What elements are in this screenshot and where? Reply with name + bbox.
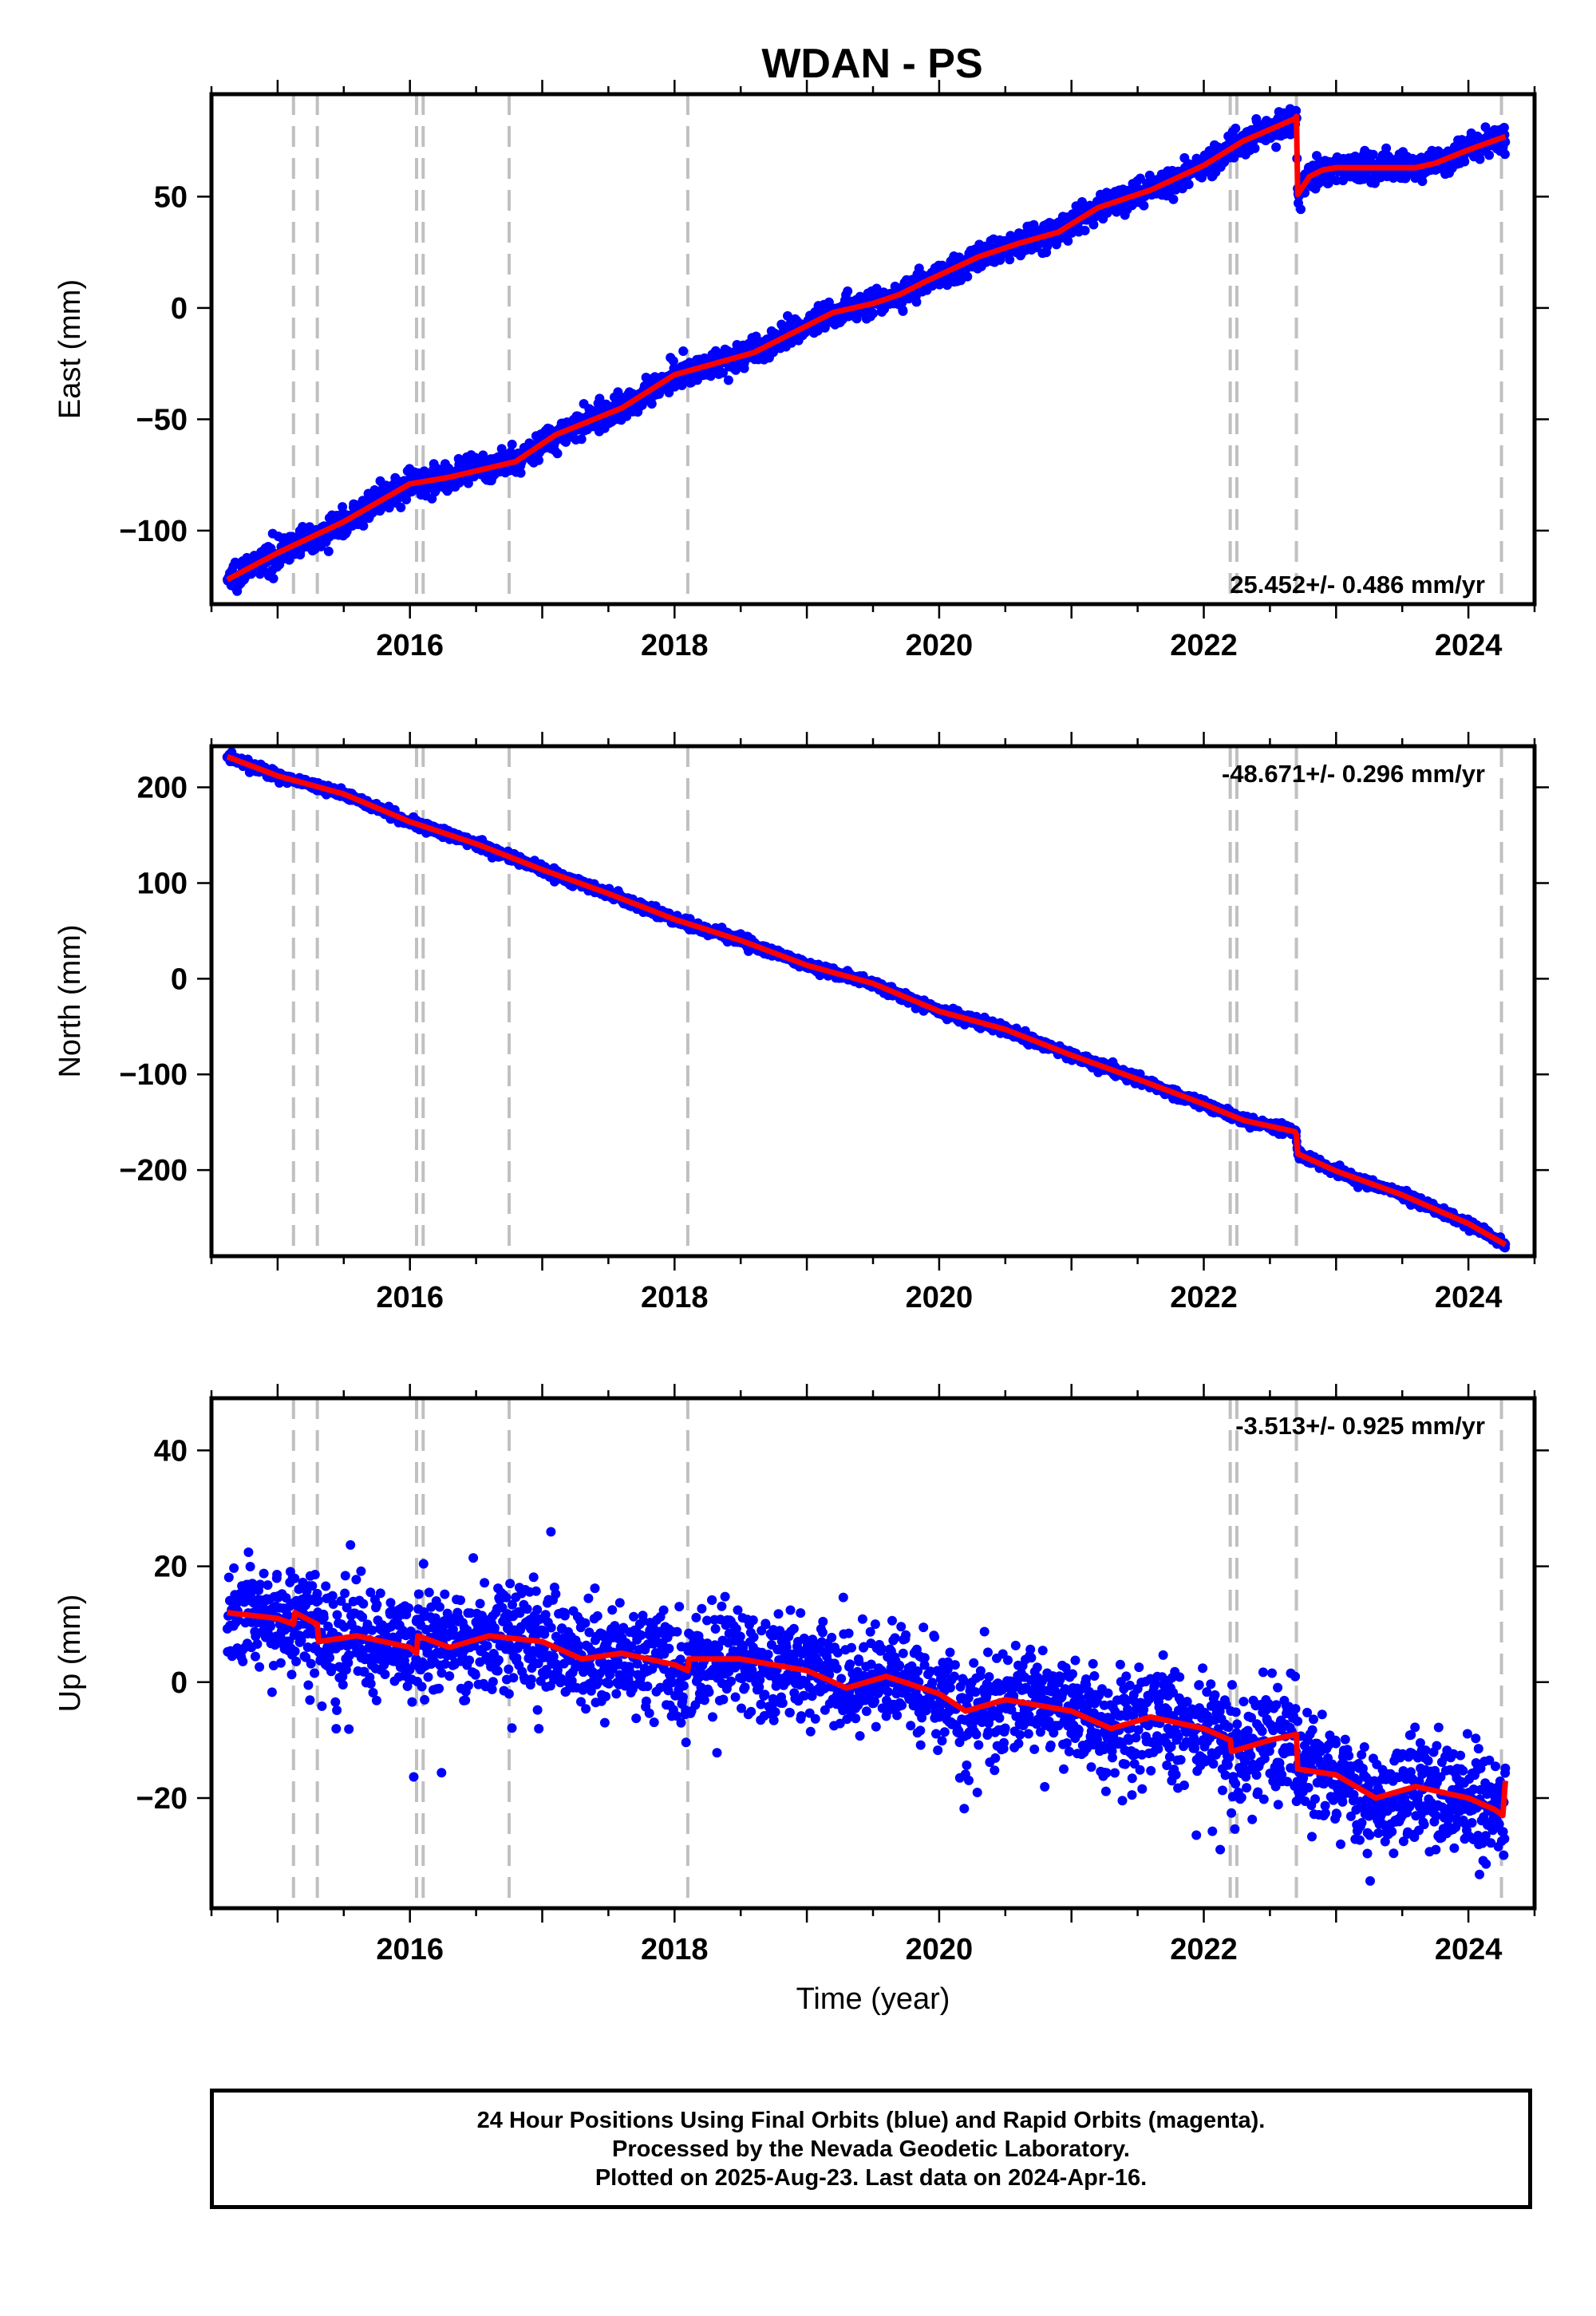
data-point — [1484, 150, 1495, 160]
data-point — [898, 306, 908, 316]
rate-label: 25.452+/- 0.486 mm/yr — [1230, 571, 1485, 599]
data-point — [1183, 180, 1194, 189]
x-tick-label: 2024 — [1435, 629, 1503, 662]
data-point — [552, 449, 563, 459]
panel-east: 2016 2018 2020 2022 2024 −100 −50 0 50 East (mm) 2… — [53, 80, 1549, 662]
data-point — [1312, 151, 1321, 161]
data-point — [1135, 173, 1145, 184]
y-ticks — [197, 196, 1549, 532]
data-point — [705, 371, 716, 381]
data-point — [962, 271, 973, 282]
model-line-east — [226, 113, 1507, 583]
data-point — [1381, 143, 1392, 153]
x-ticks — [210, 80, 1536, 619]
data-point — [911, 297, 922, 307]
data-point — [1291, 105, 1302, 116]
x-tick-label: 2016 — [376, 629, 444, 662]
x-tick-label: 2022 — [1170, 629, 1238, 662]
data-point — [401, 495, 412, 504]
data-point — [1460, 156, 1470, 167]
chart-panels: 2016 2018 2020 2022 2024 −100 −50 0 50 East (mm) 2… — [53, 80, 1549, 2016]
data-point — [1331, 176, 1341, 186]
data-point — [843, 286, 853, 296]
data-point — [358, 520, 369, 531]
data-point — [678, 346, 689, 356]
data-point — [1080, 225, 1090, 235]
data-point — [783, 310, 792, 321]
data-point — [1005, 255, 1015, 265]
data-point — [576, 434, 587, 445]
data-point — [668, 356, 678, 366]
plot-area-east — [223, 94, 1511, 604]
data-point — [323, 546, 334, 556]
data-point — [507, 439, 517, 449]
data-point — [396, 502, 406, 512]
data-point — [534, 455, 543, 465]
data-point — [1296, 204, 1306, 215]
x-tick-label: 2020 — [906, 629, 974, 662]
y-tick-label: −50 — [136, 403, 188, 437]
plot-area-north — [222, 746, 1511, 1256]
data-point — [1499, 149, 1510, 160]
data-point — [646, 399, 657, 409]
data-point — [768, 347, 778, 358]
y-axis-label: East (mm) — [53, 279, 87, 419]
data-point — [1139, 200, 1149, 211]
data-point — [1417, 176, 1428, 187]
data-point — [338, 502, 348, 512]
data-point — [463, 478, 473, 488]
data-point — [1475, 154, 1485, 164]
data-point — [1063, 235, 1073, 246]
y-tick-label: 0 — [171, 292, 188, 326]
panel-north: 2016 2018 2020 2022 2024−200−1000100200North… — [53, 732, 1549, 1314]
x-tick-label: 2018 — [641, 629, 709, 662]
data-point — [1088, 219, 1099, 230]
figure-title: WDAN - PS — [761, 41, 982, 87]
data-point — [268, 573, 279, 583]
data-point — [516, 468, 526, 478]
data-point — [1368, 149, 1378, 160]
data-point — [868, 308, 879, 318]
y-tick-label: 50 — [154, 180, 188, 214]
data-point — [1168, 194, 1179, 204]
data-point — [1250, 143, 1260, 153]
data-point — [1499, 122, 1509, 132]
data-point — [718, 368, 728, 378]
data-point — [1271, 142, 1282, 152]
data-point — [723, 375, 733, 385]
data-point — [384, 503, 394, 513]
data-point — [664, 387, 674, 397]
data-point — [1231, 123, 1241, 133]
y-tick-label: −100 — [119, 515, 188, 548]
